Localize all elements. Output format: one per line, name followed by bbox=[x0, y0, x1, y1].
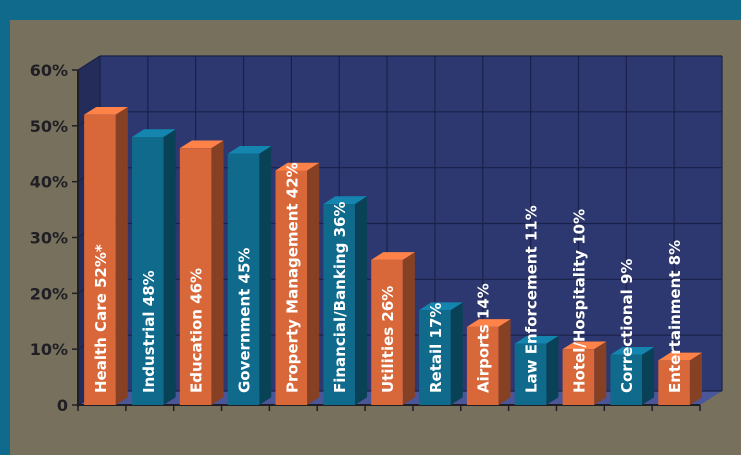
y-tick-label: 0 bbox=[57, 396, 68, 415]
bar-side bbox=[307, 162, 320, 405]
bar-label: Government 45% bbox=[235, 248, 253, 393]
bar-side bbox=[163, 129, 176, 406]
bar-side bbox=[115, 106, 128, 405]
bar-top bbox=[658, 352, 702, 361]
bar-top bbox=[562, 341, 607, 350]
bar bbox=[610, 354, 643, 405]
bar-top bbox=[323, 196, 368, 204]
bar bbox=[658, 360, 690, 405]
bar bbox=[275, 170, 308, 405]
bar-top bbox=[466, 319, 511, 327]
bar-side bbox=[642, 347, 655, 405]
bar bbox=[562, 349, 595, 405]
bar-label: Law Enforcement 11% bbox=[523, 205, 541, 393]
bar-side bbox=[402, 252, 415, 405]
bar bbox=[419, 310, 451, 405]
bar-label: Hotel/Hospitality 10% bbox=[570, 209, 588, 393]
bar-top bbox=[514, 335, 559, 344]
bar-side bbox=[211, 140, 224, 405]
bar bbox=[84, 114, 116, 406]
y-tick-label: 10% bbox=[30, 340, 68, 359]
bar-side bbox=[259, 146, 272, 406]
bar-top bbox=[131, 129, 176, 137]
bar-label: Utilities 26% bbox=[379, 286, 397, 393]
bar-top bbox=[275, 162, 320, 171]
bar bbox=[323, 204, 355, 405]
bar-side bbox=[689, 352, 702, 405]
y-tick-label: 60% bbox=[30, 61, 68, 80]
bar-label: Property Management 42% bbox=[283, 162, 301, 393]
bar bbox=[179, 148, 212, 405]
bar-side bbox=[450, 302, 463, 405]
bar-label: Entertainment 8% bbox=[666, 240, 684, 393]
bar-label: Financial/Banking 36% bbox=[331, 201, 349, 393]
y-tick-label: 20% bbox=[30, 284, 68, 303]
bar-label: Retail 17% bbox=[427, 303, 445, 393]
bar-top bbox=[227, 146, 272, 154]
bar-label: Correctional 9% bbox=[618, 259, 636, 393]
bar-side bbox=[594, 341, 607, 405]
bar-side bbox=[546, 335, 559, 405]
bar bbox=[131, 137, 164, 405]
bar bbox=[466, 326, 499, 405]
bar-top bbox=[419, 302, 463, 311]
gridline-side bbox=[77, 55, 101, 71]
bar-label: Education 46% bbox=[188, 268, 206, 393]
bar-side bbox=[354, 196, 368, 405]
y-tick-label: 40% bbox=[30, 173, 68, 192]
bar-side bbox=[498, 319, 511, 405]
bar bbox=[227, 153, 260, 405]
bar-top bbox=[179, 140, 224, 149]
y-tick-label: 30% bbox=[30, 229, 68, 248]
bar-label: Health Care 52%* bbox=[92, 244, 110, 393]
bar-top bbox=[84, 106, 128, 115]
bar bbox=[371, 259, 403, 405]
bar-top bbox=[610, 347, 655, 355]
bar bbox=[514, 343, 547, 405]
y-tick-label: 50% bbox=[30, 117, 68, 136]
bar-top bbox=[371, 252, 415, 260]
bar-label: Airports 14% bbox=[475, 283, 493, 393]
bar-label: Industrial 48% bbox=[140, 270, 158, 393]
